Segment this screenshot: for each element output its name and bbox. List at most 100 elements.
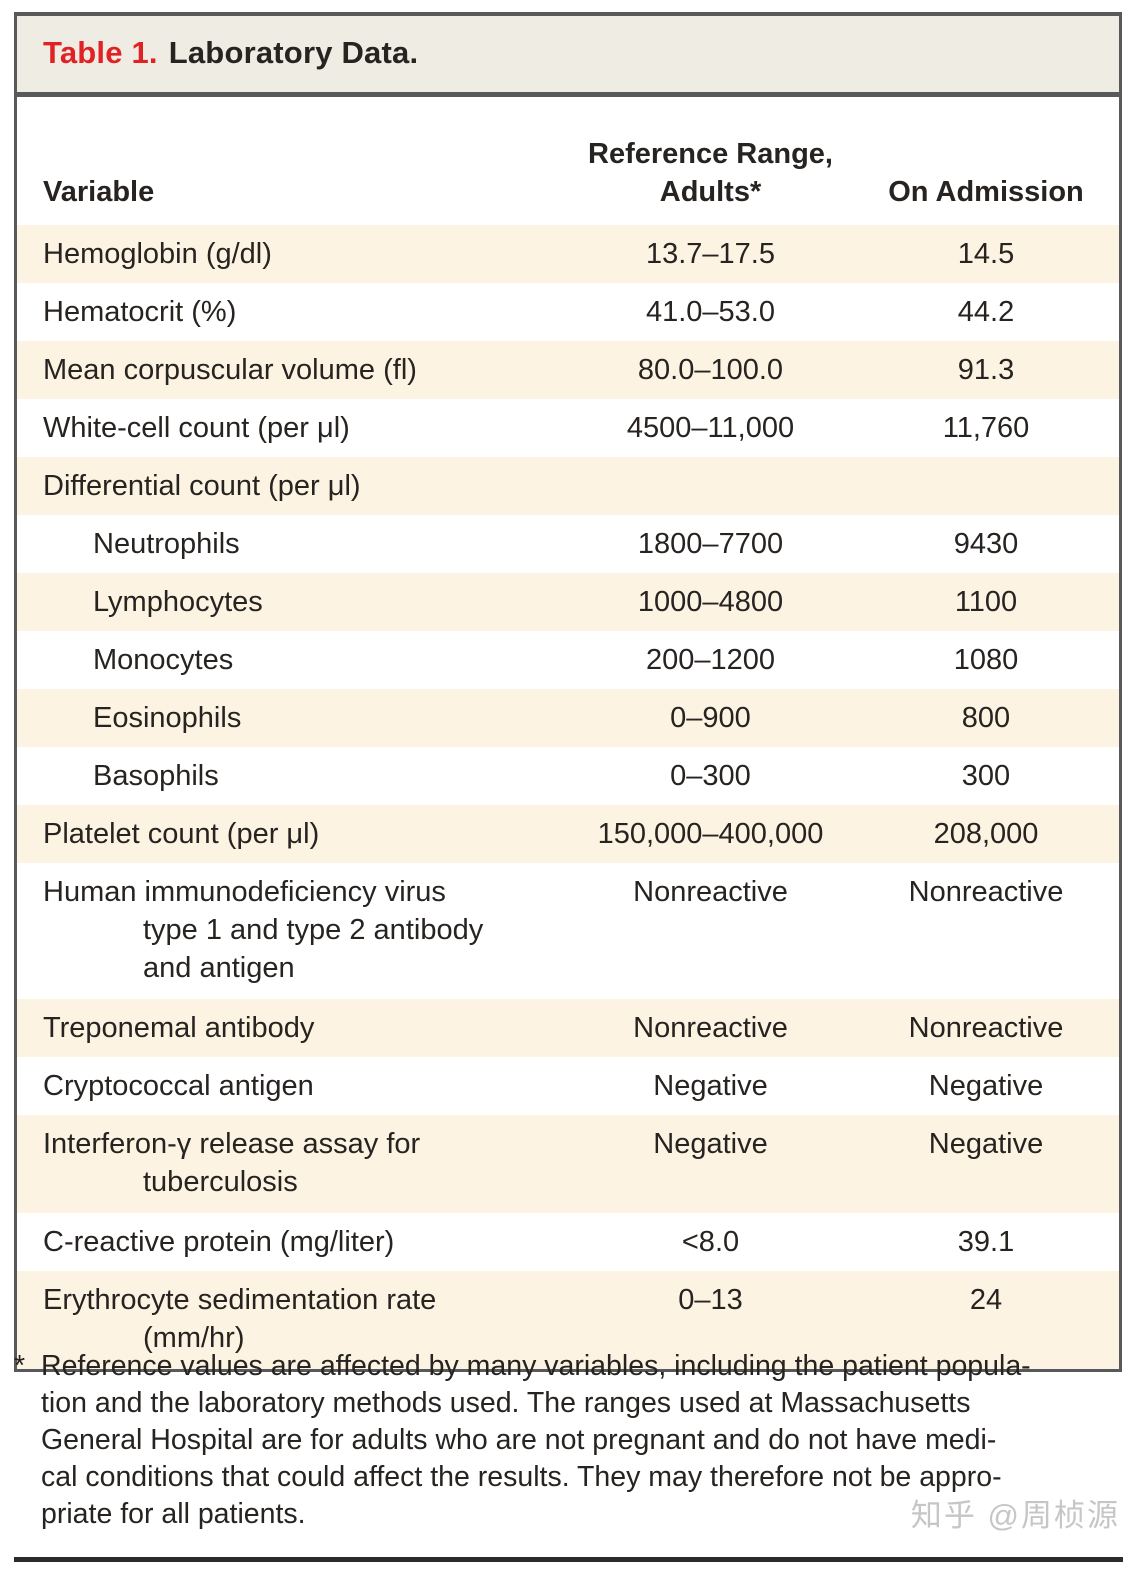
- table-row-white-cell-count: White-cell count (per μl) 4500–11,000 11…: [17, 399, 1119, 457]
- variable-label: Interferon-γ release assay for tuberculo…: [43, 1128, 421, 1198]
- row-reference: [568, 457, 853, 477]
- row-variable: White-cell count (per μl): [17, 399, 568, 457]
- table-row-c-reactive-protein: C-reactive protein (mg/liter) <8.0 39.1: [17, 1213, 1119, 1271]
- row-admission: 24: [969, 1284, 1003, 1316]
- variable-label: Lymphocytes: [93, 586, 263, 618]
- row-reference: 13.7–17.5: [645, 238, 775, 270]
- row-admission: 800: [961, 702, 1011, 734]
- row-admission: Nonreactive: [908, 876, 1064, 908]
- table-row-hematocrit: Hematocrit (%) 41.0–53.0 44.2: [17, 283, 1119, 341]
- watermark: 知乎 @周桢源: [910, 1498, 1120, 1533]
- table-row-platelet-count: Platelet count (per μl) 150,000–400,000 …: [17, 805, 1119, 863]
- row-reference: Negative: [653, 1070, 768, 1102]
- row-variable: Hematocrit (%): [17, 283, 568, 341]
- variable-label: Treponemal antibody: [43, 1012, 315, 1044]
- variable-label: Mean corpuscular volume (fl): [43, 354, 417, 386]
- row-variable: C-reactive protein (mg/liter): [17, 1213, 568, 1271]
- variable-label: Platelet count (per μl): [43, 818, 320, 850]
- row-variable: Neutrophils: [17, 515, 568, 573]
- row-variable: Erythrocyte sedimentation rate (mm/hr): [17, 1271, 568, 1367]
- row-reference: Nonreactive: [633, 876, 788, 908]
- row-admission: 1100: [954, 586, 1018, 618]
- variable-label: Eosinophils: [93, 702, 242, 734]
- table-row-neutrophils: Neutrophils 1800–7700 9430: [17, 515, 1119, 573]
- variable-label: Hemoglobin (g/dl): [43, 238, 272, 270]
- variable-label: Human immunodeficiency virus type 1 and …: [43, 876, 484, 984]
- row-reference: Negative: [653, 1128, 768, 1160]
- table-body: Variable Reference Range, Adults* On Adm…: [17, 97, 1119, 1369]
- row-reference: 0–300: [670, 760, 751, 792]
- header-on-admission: On Admission: [888, 176, 1084, 208]
- row-reference: 0–13: [678, 1284, 743, 1316]
- lab-data-table: Table 1. Laboratory Data. Variable Refere…: [14, 12, 1122, 1372]
- table-row-differential-count: Differential count (per μl): [17, 457, 1119, 515]
- table-row-mcv: Mean corpuscular volume (fl) 80.0–100.0 …: [17, 341, 1119, 399]
- row-reference: 1800–7700: [637, 528, 784, 560]
- table-row-interferon-gamma-assay: Interferon-γ release assay for tuberculo…: [17, 1115, 1119, 1213]
- row-variable: Hemoglobin (g/dl): [17, 225, 568, 283]
- row-reference: 80.0–100.0: [637, 354, 784, 386]
- variable-label: Differential count (per μl): [43, 470, 361, 502]
- table-row-basophils: Basophils 0–300 300: [17, 747, 1119, 805]
- variable-label: C-reactive protein (mg/liter): [43, 1226, 395, 1258]
- row-admission: 9430: [953, 528, 1019, 560]
- row-reference: 4500–11,000: [626, 412, 795, 444]
- variable-label: Basophils: [93, 760, 219, 792]
- row-variable: Platelet count (per μl): [17, 805, 568, 863]
- header-reference-line2: Adults*: [659, 176, 762, 208]
- row-admission: Negative: [928, 1128, 1044, 1160]
- variable-label: Monocytes: [93, 644, 234, 676]
- row-admission: 14.5: [957, 238, 1015, 270]
- header-reference-range: Reference Range, Adults*: [568, 125, 853, 221]
- row-reference: 200–1200: [645, 644, 776, 676]
- table-header-row: Variable Reference Range, Adults* On Adm…: [17, 97, 1119, 225]
- variable-label: Erythrocyte sedimentation rate (mm/hr): [43, 1284, 437, 1354]
- row-admission: 11,760: [942, 412, 1030, 444]
- table-title-bar: Table 1. Laboratory Data.: [17, 16, 1119, 97]
- bottom-rule: [14, 1557, 1123, 1562]
- table-row-sedimentation-rate: Erythrocyte sedimentation rate (mm/hr) 0…: [17, 1271, 1119, 1369]
- table-row-hemoglobin: Hemoglobin (g/dl) 13.7–17.5 14.5: [17, 225, 1119, 283]
- row-variable: Interferon-γ release assay for tuberculo…: [17, 1115, 568, 1211]
- row-reference: 41.0–53.0: [645, 296, 775, 328]
- header-reference-line1: Reference Range,: [588, 138, 833, 170]
- footnote-text: Reference values are affected by many va…: [41, 1350, 1031, 1530]
- row-admission: 300: [961, 760, 1011, 792]
- variable-label: Neutrophils: [93, 528, 240, 560]
- variable-label: Cryptococcal antigen: [43, 1070, 314, 1102]
- row-admission: 1080: [953, 644, 1019, 676]
- row-reference: 0–900: [670, 702, 751, 734]
- table-title: Laboratory Data.: [168, 35, 419, 70]
- row-variable: Treponemal antibody: [17, 999, 568, 1057]
- row-admission: Negative: [928, 1070, 1044, 1102]
- table-footnote: * Reference values are affected by many …: [14, 1348, 1124, 1533]
- table-row-hiv-antibody-antigen: Human immunodeficiency virus type 1 and …: [17, 863, 1119, 999]
- row-variable: Cryptococcal antigen: [17, 1057, 568, 1115]
- table-row-cryptococcal-antigen: Cryptococcal antigen Negative Negative: [17, 1057, 1119, 1115]
- table-row-treponemal-antibody: Treponemal antibody Nonreactive Nonreact…: [17, 999, 1119, 1057]
- variable-label: White-cell count (per μl): [43, 412, 350, 444]
- table-row-lymphocytes: Lymphocytes 1000–4800 1100: [17, 573, 1119, 631]
- row-variable: Basophils: [17, 747, 568, 805]
- variable-label: Hematocrit (%): [43, 296, 237, 328]
- row-reference: 150,000–400,000: [597, 818, 824, 850]
- row-variable: Human immunodeficiency virus type 1 and …: [17, 863, 568, 997]
- table-number: Table 1.: [43, 35, 158, 70]
- table-row-monocytes: Monocytes 200–1200 1080: [17, 631, 1119, 689]
- row-variable: Mean corpuscular volume (fl): [17, 341, 568, 399]
- row-admission: 208,000: [933, 818, 1039, 850]
- row-reference: Nonreactive: [633, 1012, 788, 1044]
- row-variable: Lymphocytes: [17, 573, 568, 631]
- table-row-eosinophils: Eosinophils 0–900 800: [17, 689, 1119, 747]
- row-admission: 39.1: [957, 1226, 1015, 1258]
- row-reference: <8.0: [681, 1226, 740, 1258]
- row-admission: 44.2: [957, 296, 1015, 328]
- header-variable: Variable: [43, 176, 155, 208]
- row-admission: 91.3: [957, 354, 1015, 386]
- footnote-marker: *: [14, 1350, 26, 1382]
- row-variable: Monocytes: [17, 631, 568, 689]
- row-admission: [853, 457, 1119, 477]
- row-admission: Nonreactive: [908, 1012, 1064, 1044]
- row-variable: Differential count (per μl): [17, 457, 568, 515]
